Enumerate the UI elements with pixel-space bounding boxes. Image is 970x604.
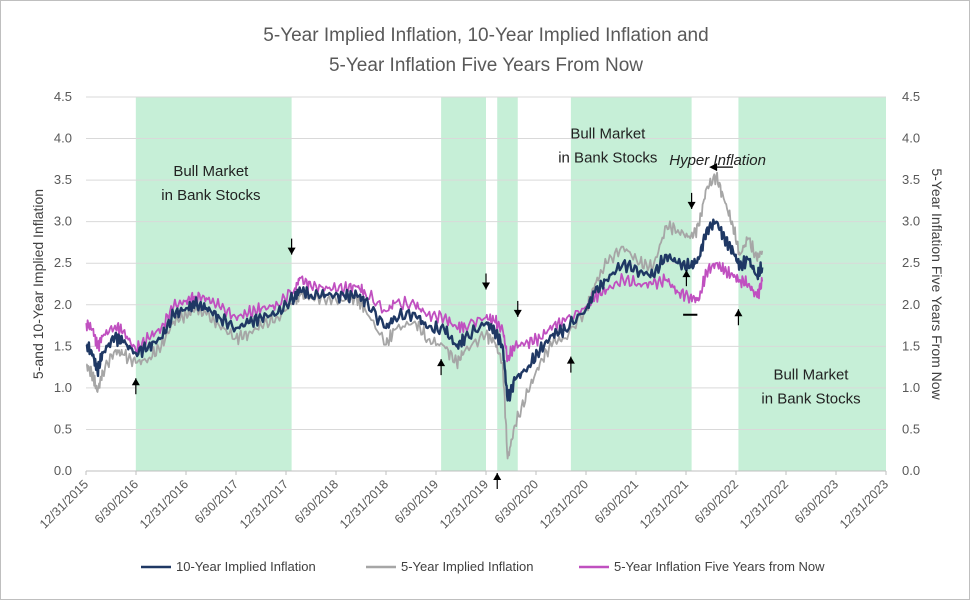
legend-label: 5-Year Implied Inflation (401, 559, 534, 574)
y-tick-label-right: 0.5 (902, 421, 920, 436)
x-tick-label: 12/31/2023 (837, 477, 891, 531)
marker-arrow-head (687, 201, 696, 209)
y-tick-label-right: 2.0 (902, 297, 920, 312)
annotations: Bull Market in Bank Stocks Bull Market in B… (131, 126, 861, 489)
y-tick-label-left: 1.5 (54, 338, 72, 353)
y-tick-label-right: 1.5 (902, 338, 920, 353)
legend-label: 5-Year Inflation Five Years from Now (614, 559, 825, 574)
shaded-regions (135, 97, 886, 471)
x-tick-label: 6/30/2020 (492, 477, 541, 526)
marker-arrow-head (682, 270, 691, 278)
series-line (85, 261, 764, 363)
marker-arrow-head (566, 356, 575, 364)
bull-market-label: Bull Market (570, 126, 646, 143)
y-tick-label-right: 1.0 (902, 380, 920, 395)
bull-market-label: in Bank Stocks (761, 391, 860, 408)
marker-arrow-head (437, 359, 446, 367)
x-tick-label: 6/30/2016 (92, 477, 141, 526)
x-tick-label: 6/30/2018 (292, 477, 341, 526)
y-tick-label-left: 4.0 (54, 131, 72, 146)
marker-arrow-head (513, 309, 522, 317)
x-tick-label: 6/30/2017 (192, 477, 241, 526)
x-tick-label: 12/31/2017 (237, 477, 291, 531)
y-tick-label-left: 0.5 (54, 421, 72, 436)
marker-arrow-head (734, 309, 743, 317)
x-tick-label: 12/31/2021 (637, 477, 691, 531)
y-tick-label-right: 4.5 (902, 89, 920, 104)
y-tick-label-left: 3.5 (54, 172, 72, 187)
bull-market-shading (497, 97, 518, 471)
marker-arrow-head (131, 378, 140, 386)
x-tick-label: 12/31/2015 (37, 477, 91, 531)
y-tick-label-right: 0.0 (902, 463, 920, 478)
y-tick-label-right: 4.0 (902, 131, 920, 146)
bull-market-shading (135, 97, 292, 471)
y-tick-label-right: 3.0 (902, 214, 920, 229)
marker-arrow-head (287, 247, 296, 255)
x-tick-label: 6/30/2023 (792, 477, 841, 526)
chart-title-line1: 5-Year Implied Inflation, 10-Year Implie… (263, 25, 708, 46)
x-tick-label: 6/30/2022 (692, 477, 741, 526)
hyper-arrow-head (709, 163, 718, 172)
y-tick-label-left: 2.0 (54, 297, 72, 312)
x-tick-label: 6/30/2021 (592, 477, 641, 526)
series-line (86, 171, 764, 460)
marker-arrow-head (493, 472, 502, 480)
y-tick-label-right: 3.5 (902, 172, 920, 187)
y-tick-label-left: 2.5 (54, 255, 72, 270)
x-tick-label: 12/31/2022 (737, 477, 791, 531)
y-axis-label-left: 5-and 10-Year Implied Inflation (30, 189, 46, 379)
bull-market-shading (441, 97, 486, 471)
series-lines (85, 171, 764, 460)
x-tick-label: 12/31/2018 (337, 477, 391, 531)
x-tick-label: 12/31/2019 (437, 477, 491, 531)
chart-title-line2: 5-Year Inflation Five Years From Now (329, 55, 643, 76)
y-tick-label-right: 2.5 (902, 255, 920, 270)
x-tick-label: 6/30/2019 (392, 477, 441, 526)
bull-market-label: Bull Market (173, 163, 249, 180)
y-tick-label-left: 4.5 (54, 89, 72, 104)
y-tick-label-left: 0.0 (54, 463, 72, 478)
y-axis-label-right: 5-Year Inflation Five Years From Now (929, 168, 945, 400)
bull-market-label: Bull Market (773, 367, 849, 384)
series-line (85, 218, 764, 402)
x-tick-label: 12/31/2016 (137, 477, 191, 531)
bull-market-shading (738, 97, 886, 471)
hyper-inflation-label: Hyper Inflation (669, 152, 766, 169)
bull-market-label: in Bank Stocks (558, 150, 657, 167)
marker-arrow-head (482, 282, 490, 290)
bull-market-label: in Bank Stocks (161, 187, 260, 204)
y-tick-label-left: 1.0 (54, 380, 72, 395)
x-tick-label: 12/31/2020 (537, 477, 591, 531)
y-tick-label-left: 3.0 (54, 214, 72, 229)
legend: 10-Year Implied Inflation 5-Year Implied … (141, 559, 825, 574)
legend-label: 10-Year Implied Inflation (176, 559, 316, 574)
